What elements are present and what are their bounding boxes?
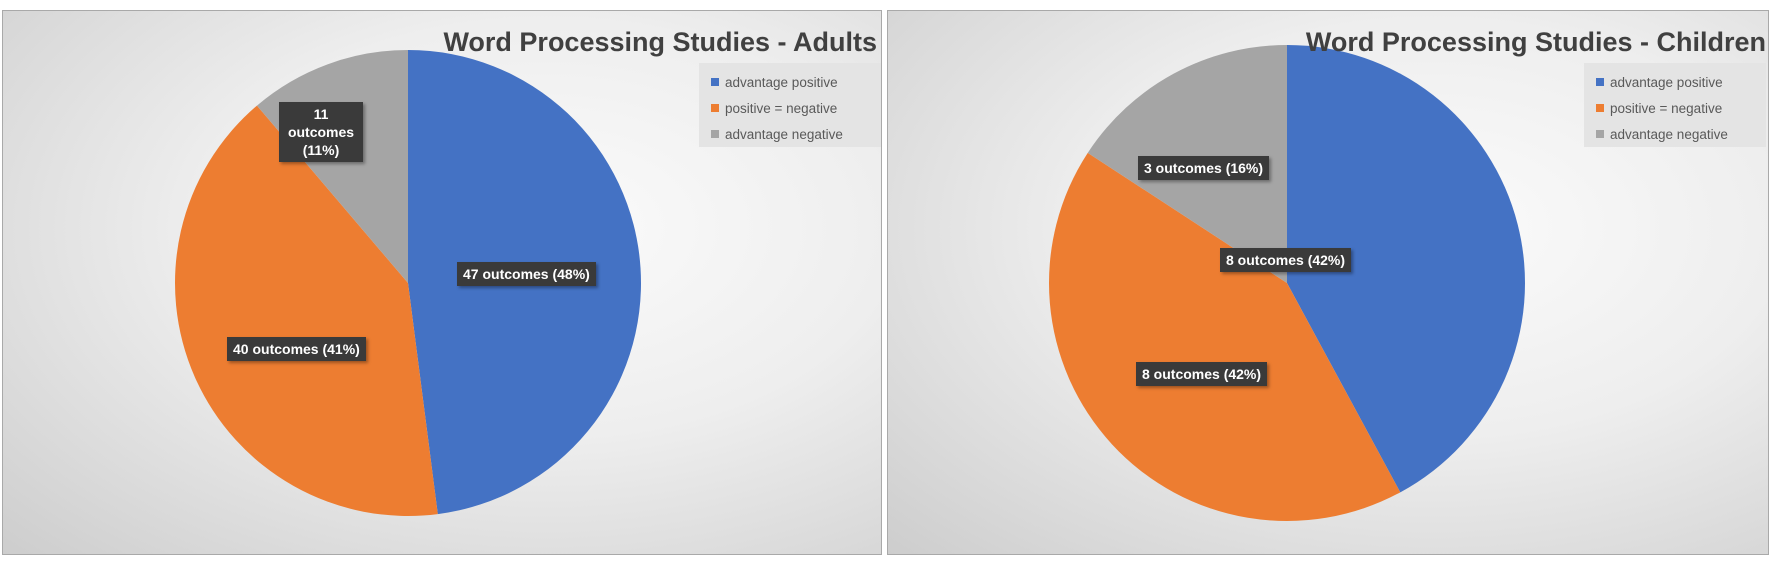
data-label-positive-equals-negative: 40 outcomes (41%): [227, 337, 366, 361]
legend-item-advantage-negative: advantage negative: [1596, 121, 1766, 147]
legend-label: advantage negative: [1610, 126, 1728, 142]
legend-item-positive-equals-negative: positive = negative: [711, 95, 881, 121]
legend-swatch-blue: [1596, 78, 1604, 86]
legend-item-advantage-negative: advantage negative: [711, 121, 881, 147]
pie-slice-positive-equals-negative: [174, 105, 438, 516]
legend-item-advantage-positive: advantage positive: [1596, 69, 1766, 95]
data-label-advantage-negative: 11 outcomes (11%): [279, 102, 363, 162]
pie-slice-positive-equals-negative: [1049, 152, 1401, 521]
legend-label: advantage negative: [725, 126, 843, 142]
data-label-advantage-negative: 3 outcomes (16%): [1138, 156, 1270, 180]
chart-title: Word Processing Studies - Adults: [443, 27, 877, 57]
legend-label: advantage positive: [1610, 74, 1723, 90]
legend-label: positive = negative: [1610, 100, 1723, 116]
legend-swatch-gray: [711, 130, 719, 138]
pie-slice-advantage-positive: [1287, 45, 1525, 493]
legend-label: advantage positive: [725, 74, 838, 90]
chart-legend: advantage positive positive = negative a…: [699, 63, 881, 147]
data-label-advantage-positive: 47 outcomes (48%): [457, 262, 596, 286]
legend-swatch-blue: [711, 78, 719, 86]
legend-swatch-gray: [1596, 130, 1604, 138]
adults-chart-panel: Word Processing Studies - Adults advanta…: [2, 10, 882, 555]
data-label-positive-equals-negative: 8 outcomes (42%): [1136, 362, 1268, 386]
legend-item-advantage-positive: advantage positive: [711, 69, 881, 95]
legend-item-positive-equals-negative: positive = negative: [1596, 95, 1766, 121]
legend-label: positive = negative: [725, 100, 838, 116]
legend-swatch-orange: [711, 104, 719, 112]
children-chart-panel: Word Processing Studies - Children advan…: [887, 10, 1769, 555]
chart-title: Word Processing Studies - Children: [1305, 27, 1766, 57]
chart-legend: advantage positive positive = negative a…: [1584, 63, 1766, 147]
legend-swatch-orange: [1596, 104, 1604, 112]
children-pie-chart: [1049, 45, 1525, 521]
data-label-advantage-positive: 8 outcomes (42%): [1220, 248, 1352, 272]
